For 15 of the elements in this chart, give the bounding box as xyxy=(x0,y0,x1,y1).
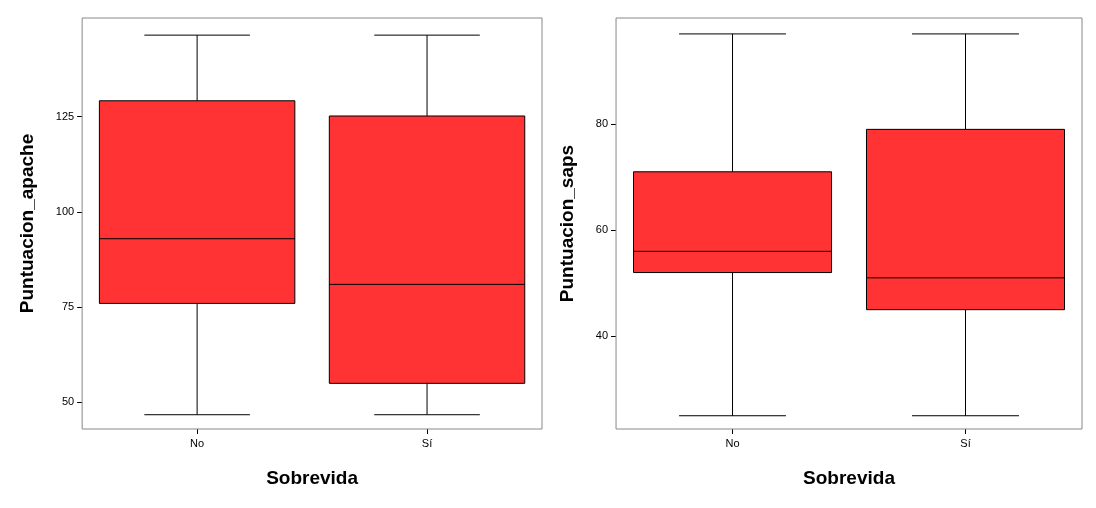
x-axis-title: Sobrevida xyxy=(803,466,896,488)
y-tick-label: 40 xyxy=(595,329,609,342)
y-axis-title: Puntuacion_apache xyxy=(15,133,37,314)
x-tick-label: No xyxy=(190,436,205,449)
y-tick-label: 125 xyxy=(55,109,75,122)
x-tick-label: Sí xyxy=(960,436,971,449)
y-tick-label: 100 xyxy=(55,205,75,218)
y-tick-label: 80 xyxy=(595,117,609,130)
y-tick-label: 60 xyxy=(595,223,609,236)
y-tick-label: 50 xyxy=(61,395,75,408)
x-tick-label: No xyxy=(725,436,740,449)
y-axis-title: Puntuacion_saps xyxy=(555,144,577,303)
x-tick-label: Sí xyxy=(421,436,433,449)
y-tick-label: 75 xyxy=(61,300,75,313)
x-axis-title: Sobrevida xyxy=(266,466,359,488)
